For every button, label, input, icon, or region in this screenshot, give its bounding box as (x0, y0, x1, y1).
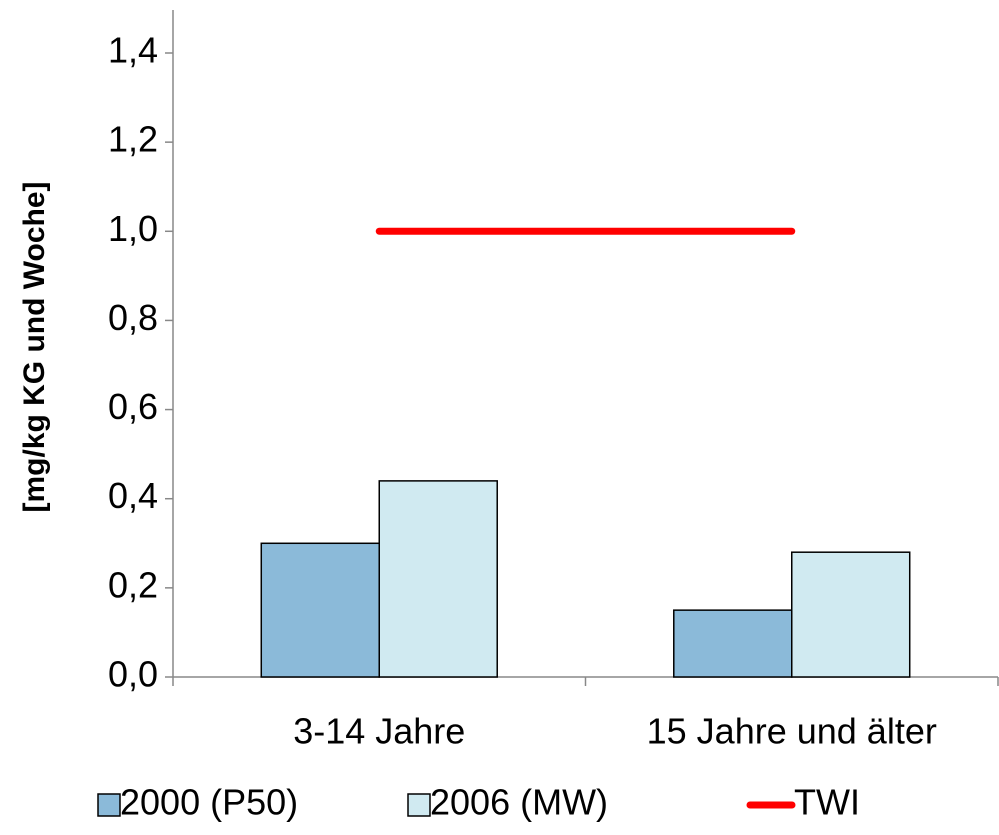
bar (260, 542, 380, 678)
legend-label: TWI (794, 782, 860, 823)
y-axis-label: [mg/kg KG und Woche] (18, 181, 51, 512)
bar (378, 480, 498, 678)
bar (791, 551, 911, 678)
bar (673, 609, 793, 678)
y-tick-label: 1,0 (108, 208, 158, 249)
y-tick-label: 0,4 (108, 475, 158, 516)
x-tick-label: 3-14 Jahre (293, 711, 465, 752)
x-tick-label: 15 Jahre und älter (647, 711, 937, 752)
y-tick-label: 0,2 (108, 564, 158, 605)
y-tick-label: 1,4 (108, 30, 158, 71)
legend-label: 2000 (P50) (120, 782, 298, 823)
legend-swatch (97, 793, 121, 817)
legend-swatch (407, 793, 431, 817)
y-tick-label: 0,8 (108, 297, 158, 338)
y-tick-label: 0,0 (108, 654, 158, 695)
legend-label: 2006 (MW) (430, 782, 608, 823)
y-tick-label: 0,6 (108, 386, 158, 427)
y-tick-label: 1,2 (108, 119, 158, 160)
